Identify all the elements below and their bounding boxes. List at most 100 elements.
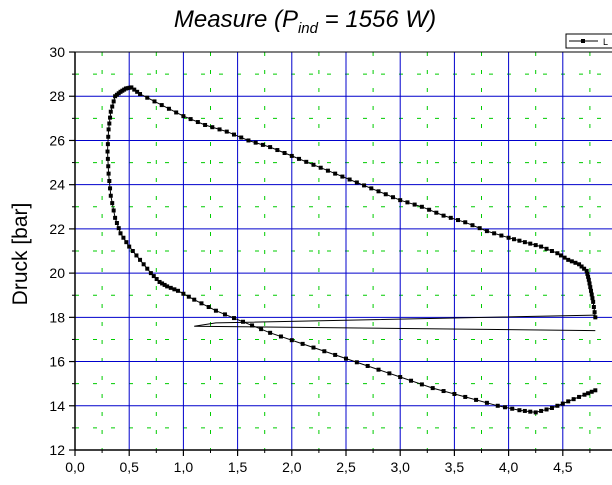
data-point (145, 266, 150, 271)
data-point (549, 405, 554, 410)
data-point (591, 305, 596, 310)
y-axis-label: Druck [bar] (9, 203, 32, 306)
data-point (584, 268, 589, 273)
major-grid (75, 52, 612, 450)
data-point (344, 356, 348, 361)
data-point (456, 218, 461, 223)
data-point (571, 397, 576, 402)
data-point (362, 183, 367, 188)
data-point (114, 221, 119, 226)
y-tick-label: 20 (49, 265, 65, 281)
data-point (588, 285, 593, 290)
data-point (148, 271, 153, 276)
data-point (282, 150, 287, 155)
data-point (127, 244, 132, 249)
data-point (539, 244, 544, 249)
data-point (160, 281, 165, 286)
data-point (347, 177, 352, 182)
data-point (130, 249, 135, 254)
data-point (419, 204, 424, 209)
data-point (528, 241, 533, 246)
data-point (558, 253, 563, 258)
data-point (105, 142, 110, 147)
x-tick-label: 2,0 (282, 459, 302, 475)
data-point (138, 257, 143, 262)
data-point (522, 408, 527, 413)
data-point (562, 255, 567, 260)
data-point (217, 127, 222, 132)
data-point (448, 215, 453, 220)
data-point (111, 99, 116, 104)
data-point (124, 240, 129, 245)
data-point (165, 284, 170, 289)
data-point (107, 178, 112, 183)
data-point (398, 375, 403, 380)
data-point (383, 192, 388, 197)
x-tick-label: 0,5 (119, 459, 139, 475)
data-point (510, 406, 515, 411)
data-point (135, 89, 140, 94)
chart-title: Measure (Pind = 1556 W) (173, 6, 437, 37)
data-point (138, 92, 143, 97)
data-point (152, 99, 157, 104)
data-point (141, 262, 146, 267)
data-point (589, 389, 594, 394)
series-line (106, 86, 596, 413)
data-point (405, 200, 410, 205)
data-point (333, 352, 338, 357)
data-point (365, 363, 370, 368)
data-point (376, 189, 381, 194)
data-point (412, 202, 417, 207)
data-point (499, 233, 504, 238)
data-point (587, 281, 592, 286)
data-point (470, 223, 475, 228)
data-point (188, 117, 193, 122)
data-point (586, 274, 591, 279)
data-point (409, 378, 414, 383)
data-point (419, 382, 424, 387)
data-point (172, 287, 177, 292)
data-point (311, 162, 316, 167)
minor-grid (75, 52, 612, 450)
data-point (174, 110, 179, 115)
data-point (260, 142, 265, 147)
data-point (533, 243, 538, 248)
y-tick-label: 14 (49, 398, 65, 414)
data-point (484, 400, 489, 405)
x-tick-label: 2,5 (336, 459, 356, 475)
data-point (354, 360, 359, 365)
data-point (157, 279, 162, 284)
y-tick-label: 16 (49, 354, 65, 370)
data-point (586, 277, 591, 282)
data-point (108, 193, 113, 198)
y-tick-label: 26 (49, 132, 65, 148)
legend-marker (581, 39, 585, 43)
data-point (162, 282, 167, 287)
data-point (300, 341, 305, 346)
data-point (441, 213, 446, 218)
data-point (250, 323, 255, 328)
data-point (168, 285, 173, 290)
y-tick-label: 30 (49, 44, 65, 60)
data-point (340, 174, 345, 179)
data-point (241, 319, 246, 324)
data-point (502, 405, 507, 410)
x-tick-label: 3,0 (390, 459, 410, 475)
data-point (289, 153, 294, 158)
data-point (113, 94, 118, 99)
data-point (118, 231, 123, 236)
data-point (555, 403, 560, 408)
data-point (322, 349, 327, 354)
legend: L (565, 33, 612, 49)
data-point (268, 330, 273, 335)
data-point (311, 345, 316, 350)
data-point (186, 294, 191, 299)
data-point (566, 399, 571, 404)
data-point (246, 138, 251, 143)
data-point (224, 129, 229, 134)
data-point (452, 391, 457, 396)
data-point (398, 198, 403, 203)
data-point (495, 403, 500, 408)
data-point (108, 115, 113, 120)
data-point (145, 95, 150, 100)
